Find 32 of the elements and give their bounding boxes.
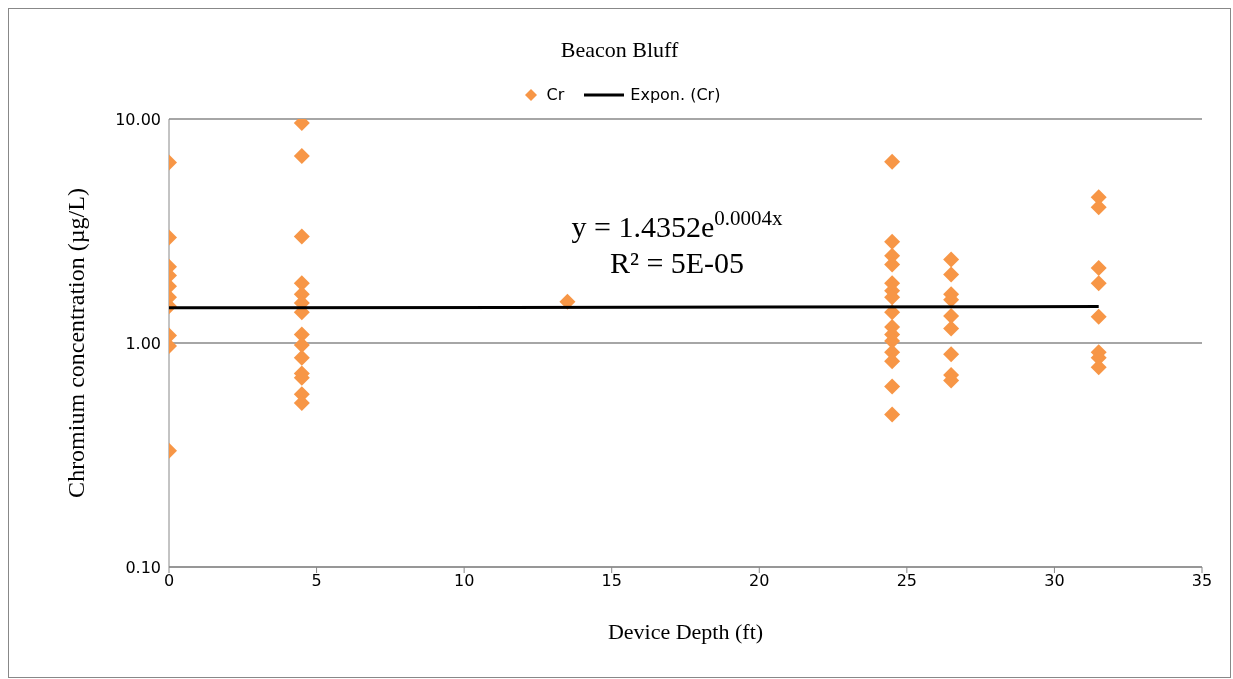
point [1090,308,1107,325]
y-tick-label: 0.10 [125,557,161,577]
annotation: y = 1.4352e$^{0.0004x}$ R² = 5E-05 [571,206,783,279]
x-axis-title: Device Depth (ft) [607,619,764,644]
legend-label: Expon. (Cr) [630,85,721,104]
x-tick-label: 25 [896,571,918,591]
x-tick-label: 20 [749,571,770,591]
point [884,406,901,423]
point [943,266,960,283]
point [1090,275,1107,292]
point [884,378,901,395]
y-tick-label: 10.00 [115,109,161,129]
y-axis-title: Chromium concentration (µg/L) [62,188,89,498]
point [884,153,901,170]
point [293,228,310,245]
x-tick-label: 35 [1191,571,1213,591]
x-tick-label: 10 [453,571,475,591]
y-tick-label: 1.00 [125,333,161,353]
x-tick-label: 15 [601,571,622,591]
point [1090,260,1107,277]
legend-label: Cr [546,85,565,104]
x-tick-label: 5 [311,571,322,591]
point [943,346,960,363]
point [293,147,310,164]
point [293,349,310,366]
point [943,320,960,337]
point [943,251,960,268]
x-tick-label: 30 [1044,571,1065,591]
chart-title: Beacon Bluff [559,37,680,63]
x-tick-label: 0 [163,571,175,591]
point [943,307,960,324]
point [884,233,901,250]
